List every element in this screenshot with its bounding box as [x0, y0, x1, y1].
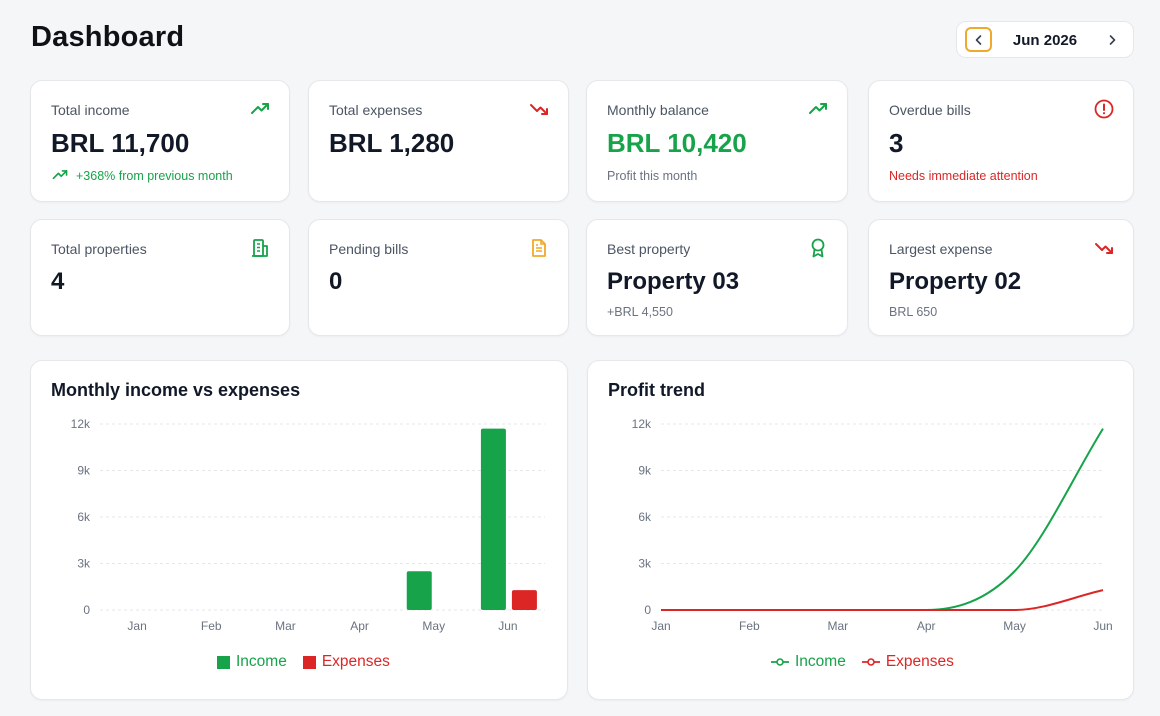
- stat-label: Total properties: [51, 241, 147, 257]
- document-icon: [532, 239, 546, 257]
- y-tick-label: 6k: [638, 510, 652, 524]
- trending-up-icon: [52, 170, 68, 180]
- legend-item-income[interactable]: Income: [771, 653, 846, 671]
- stat-value: BRL 1,280: [329, 128, 455, 158]
- chart-title: Monthly income vs expenses: [51, 380, 301, 400]
- y-tick-label: 9k: [638, 464, 652, 478]
- stat-label: Pending bills: [329, 241, 409, 257]
- stat-label: Overdue bills: [889, 102, 971, 118]
- bar-income-jun[interactable]: [480, 428, 506, 610]
- y-tick-label: 12k: [71, 417, 91, 431]
- stat-card-largest-expense: Largest expense Property 02 BRL 650: [868, 219, 1134, 336]
- x-tick-label: Feb: [201, 619, 222, 633]
- x-tick-label: Jun: [1093, 619, 1112, 633]
- x-tick-label: May: [1003, 619, 1026, 633]
- x-tick-label: Mar: [827, 619, 848, 633]
- chart-legend: Income Expenses: [771, 653, 954, 671]
- stat-card-total-income: Total income BRL 11,700 +368% from previ…: [30, 80, 290, 202]
- stat-value: 4: [51, 268, 65, 295]
- x-tick-label: Jan: [127, 619, 146, 633]
- income-expenses-chart-card: Monthly income vs expenses 0 3k 6k 9k 12k Jan…: [30, 360, 568, 700]
- y-tick-label: 0: [644, 603, 651, 617]
- x-tick-label: Feb: [739, 619, 760, 633]
- bar-income-may[interactable]: [406, 571, 432, 610]
- legend-item-expenses[interactable]: Expenses: [302, 653, 390, 671]
- y-tick-label: 12k: [632, 417, 652, 431]
- stat-card-best-property: Best property Property 03 +BRL 4,550: [586, 219, 848, 336]
- line-marker-icon: [861, 658, 880, 666]
- trending-up-icon: [251, 103, 269, 114]
- line-marker-icon: [771, 658, 789, 666]
- stat-sub: Needs immediate attention: [889, 169, 1038, 183]
- stat-label: Best property: [607, 241, 691, 257]
- stat-value: BRL 11,700: [51, 128, 190, 158]
- x-tick-label: May: [422, 619, 445, 633]
- x-tick-label: Jan: [651, 619, 670, 633]
- month-picker: Jun 2026: [956, 21, 1134, 58]
- stat-label: Total expenses: [329, 102, 423, 118]
- y-tick-label: 6k: [77, 510, 91, 524]
- award-icon: [811, 238, 825, 258]
- y-tick-label: 0: [83, 603, 90, 617]
- chevron-right-icon: [1109, 35, 1116, 45]
- stat-sub: +BRL 4,550: [607, 305, 673, 319]
- previous-month-button[interactable]: [965, 27, 992, 52]
- month-label: Jun 2026: [1012, 32, 1078, 49]
- trending-up-icon: [809, 103, 827, 114]
- x-tick-label: Apr: [917, 619, 936, 633]
- stat-card-total-expenses: Total expenses BRL 1,280: [308, 80, 569, 202]
- bar-expenses-jun[interactable]: [511, 590, 537, 610]
- stat-value: BRL 10,420: [607, 128, 747, 158]
- legend-item-expenses[interactable]: Expenses: [861, 653, 954, 671]
- stat-label: Monthly balance: [607, 102, 709, 118]
- expenses-swatch: [302, 655, 316, 669]
- next-month-button[interactable]: [1103, 31, 1121, 49]
- legend-label-expenses: Expenses: [885, 653, 954, 670]
- y-tick-label: 3k: [77, 557, 91, 571]
- alert-circle-icon: [1094, 99, 1114, 119]
- x-tick-label: Mar: [275, 619, 296, 633]
- legend-label-expenses: Expenses: [321, 653, 390, 670]
- stat-label: Total income: [51, 102, 130, 118]
- y-tick-label: 9k: [77, 464, 91, 478]
- page-title: Dashboard: [31, 21, 185, 53]
- series-line-income[interactable]: [661, 428, 1104, 612]
- trending-down-icon: [1095, 243, 1113, 254]
- stat-value: Property 03: [607, 268, 740, 295]
- stat-card-pending-bills: Pending bills 0: [308, 219, 569, 336]
- stat-card-monthly-balance: Monthly balance BRL 10,420 Profit this m…: [586, 80, 848, 202]
- stat-label: Largest expense: [889, 241, 993, 257]
- stat-value: 0: [329, 268, 343, 295]
- chart-title: Profit trend: [608, 380, 705, 400]
- stat-value: Property 02: [889, 268, 1022, 295]
- bar-chart: 0 3k 6k 9k 12k Jan Feb Mar Apr May Jun: [71, 417, 545, 633]
- series-line-expenses[interactable]: [661, 589, 1104, 612]
- y-tick-label: 3k: [638, 557, 652, 571]
- x-tick-label: Jun: [498, 619, 517, 633]
- legend-item-income[interactable]: Income: [217, 653, 287, 671]
- income-swatch: [217, 655, 230, 669]
- trending-down-icon: [530, 104, 548, 115]
- stat-change: +368% from previous month: [76, 169, 233, 183]
- legend-label-income: Income: [795, 653, 846, 670]
- building-icon: [252, 239, 268, 257]
- line-chart: 0 3k 6k 9k 12k Jan Feb Mar Apr May Jun: [632, 417, 1113, 633]
- stat-sub: Profit this month: [607, 169, 698, 183]
- profit-trend-chart-card: Profit trend 0 3k 6k 9k 12k Jan Feb Mar Apr May Ju…: [587, 360, 1134, 700]
- x-tick-label: Apr: [350, 619, 369, 633]
- stat-value: 3: [889, 128, 904, 158]
- chart-legend: Income Expenses: [217, 653, 390, 671]
- stat-card-total-properties: Total properties 4: [30, 219, 290, 336]
- stat-sub: BRL 650: [889, 305, 938, 319]
- stat-card-overdue-bills: Overdue bills 3 Needs immediate attentio…: [868, 80, 1134, 202]
- legend-label-income: Income: [236, 653, 287, 670]
- chevron-left-icon: [975, 34, 981, 45]
